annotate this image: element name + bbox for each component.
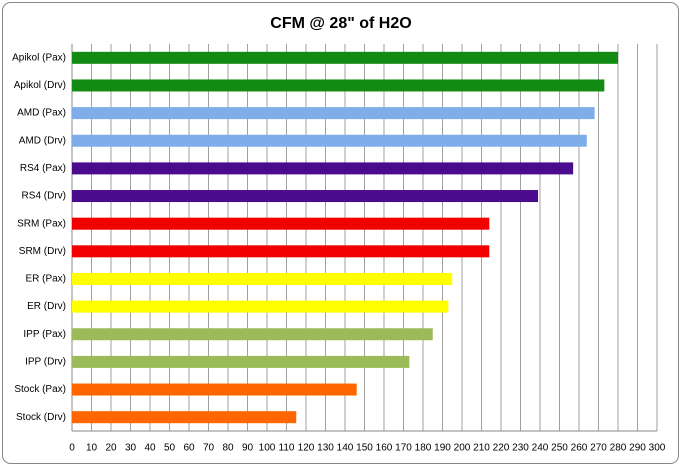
x-tick-label: 270 xyxy=(590,443,607,454)
bar xyxy=(72,51,618,64)
x-tick-label: 230 xyxy=(512,443,529,454)
x-tick-label: 300 xyxy=(649,443,666,454)
bar xyxy=(72,245,490,258)
x-tick-label: 180 xyxy=(415,443,432,454)
y-tick-label: AMD (Drv) xyxy=(19,135,66,146)
bar xyxy=(72,134,587,147)
x-tick-label: 190 xyxy=(434,443,451,454)
y-tick-label: SRM (Pax) xyxy=(17,218,66,229)
x-tick-label: 130 xyxy=(317,443,334,454)
chart-title: CFM @ 28" of H2O xyxy=(270,15,411,32)
bar xyxy=(72,383,357,396)
bar xyxy=(72,300,449,313)
bar xyxy=(72,79,605,92)
x-tick-label: 60 xyxy=(183,443,195,454)
y-tick-label: RS4 (Pax) xyxy=(20,163,66,174)
bar xyxy=(72,217,490,230)
x-tick-label: 140 xyxy=(337,443,354,454)
x-tick-label: 160 xyxy=(376,443,393,454)
x-tick-label: 260 xyxy=(571,443,588,454)
x-tick-label: 280 xyxy=(610,443,627,454)
x-tick-label: 250 xyxy=(551,443,568,454)
bar xyxy=(72,162,574,175)
x-tick-label: 100 xyxy=(259,443,276,454)
x-tick-label: 90 xyxy=(242,443,254,454)
x-tick-label: 110 xyxy=(279,443,295,454)
x-tick-label: 170 xyxy=(395,443,412,454)
x-tick-label: 10 xyxy=(86,443,98,454)
x-tick-label: 80 xyxy=(222,443,234,454)
bar xyxy=(72,190,539,203)
bar xyxy=(72,107,595,120)
x-tick-label: 120 xyxy=(298,443,315,454)
y-tick-label: ER (Pax) xyxy=(25,274,66,285)
y-tick-label: SRM (Drv) xyxy=(19,246,66,257)
y-tick-label: Apikol (Pax) xyxy=(12,52,66,63)
bar xyxy=(72,328,433,341)
x-tick-label: 70 xyxy=(203,443,215,454)
bar xyxy=(72,355,410,368)
x-tick-label: 40 xyxy=(144,443,156,454)
x-tick-label: 150 xyxy=(356,443,373,454)
x-tick-label: 30 xyxy=(125,443,137,454)
x-tick-label: 0 xyxy=(69,443,75,454)
x-tick-label: 20 xyxy=(105,443,117,454)
bar xyxy=(72,411,297,424)
x-tick-label: 210 xyxy=(473,443,490,454)
x-tick-label: 290 xyxy=(629,443,646,454)
bar xyxy=(72,272,453,285)
y-tick-label: AMD (Pax) xyxy=(17,108,66,119)
y-tick-label: IPP (Pax) xyxy=(23,329,66,340)
x-tick-label: 50 xyxy=(164,443,176,454)
x-tick-label: 240 xyxy=(532,443,549,454)
y-tick-label: Stock (Pax) xyxy=(14,384,66,395)
y-tick-label: RS4 (Drv) xyxy=(22,191,66,202)
x-tick-label: 200 xyxy=(454,443,471,454)
x-tick-label: 220 xyxy=(493,443,510,454)
y-tick-label: Stock (Drv) xyxy=(16,412,66,423)
y-tick-label: ER (Drv) xyxy=(27,301,66,312)
y-tick-label: Apikol (Drv) xyxy=(14,80,66,91)
y-tick-label: IPP (Drv) xyxy=(25,357,66,368)
